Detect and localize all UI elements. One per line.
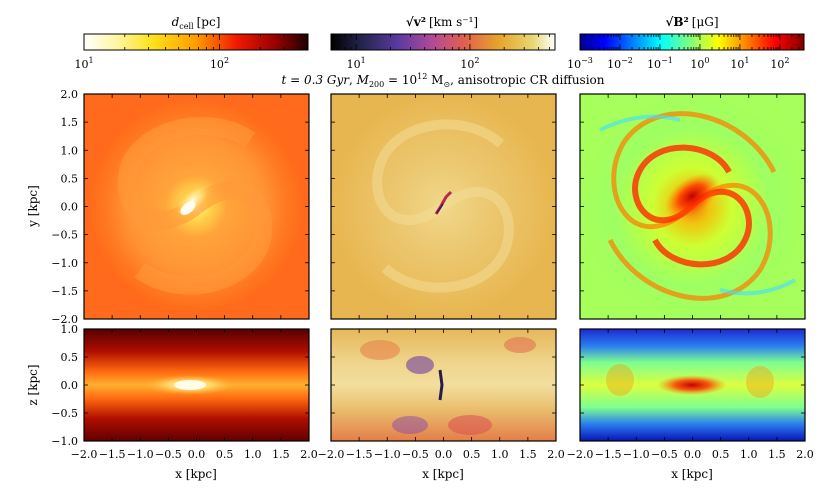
x-tick-label: 0.5: [216, 448, 234, 461]
xlabel-col3: x [kpc]: [671, 467, 713, 481]
x-tick-label: 1.0: [244, 448, 262, 461]
panel-dcell-edgeon: [84, 329, 309, 441]
figure-caption: t = 0.3 Gyr, M200 = 1012 M⊙, anisotropic…: [281, 72, 604, 89]
colorbar-tick-label: 10−1: [647, 56, 673, 71]
colorbar-tick-label: 100: [690, 56, 709, 71]
panel-vel-faceon: [331, 94, 556, 319]
x-tick-label: −2.0: [318, 448, 345, 461]
panel-bfield-faceon: [580, 94, 805, 319]
xlabel-col1: x [kpc]: [175, 467, 217, 481]
colorbar-bfield-bar: [579, 33, 805, 51]
x-tick-label: −1.5: [595, 448, 622, 461]
x-tick-label: −1.0: [374, 448, 401, 461]
x-tick-label: −2.0: [567, 448, 594, 461]
x-tick-label: −1.5: [99, 448, 126, 461]
xlabel-col2: x [kpc]: [422, 467, 464, 481]
y-tick-label: 0.0: [61, 379, 79, 392]
colorbar-bfield-label: √B² [μG]: [665, 15, 718, 29]
colorbar-bfield: √B² [μG] 10−3 10−2 10−1 100 101 102: [567, 15, 805, 71]
y-tick-label: −1.5: [51, 285, 78, 298]
colorbar-tick-label: 102: [460, 56, 479, 71]
colorbar-vel: √v² [km s⁻¹] 101 102: [330, 15, 556, 71]
colorbar-vel-bar: [330, 33, 556, 51]
x-tick-label: 1.0: [740, 448, 758, 461]
y-tick-label: −2.0: [51, 313, 78, 326]
panel-bfield-edgeon: [580, 329, 805, 441]
colorbar-tick-label: 102: [770, 56, 789, 71]
x-tick-label: 0.0: [684, 448, 702, 461]
x-tick-label: 0.0: [188, 448, 206, 461]
x-tick-label: 1.5: [519, 448, 537, 461]
y-tick-label: 1.0: [61, 323, 79, 336]
x-tick-label: 1.5: [272, 448, 290, 461]
y-tick-label: −1.0: [51, 435, 78, 448]
colorbar-dcell-label: dcell [pc]: [172, 15, 221, 31]
y-tick-label: 1.5: [61, 116, 79, 129]
colorbar-tick-label: 101: [74, 56, 93, 71]
x-tick-label: 2.0: [300, 448, 318, 461]
x-tick-label: 2.0: [547, 448, 565, 461]
colorbar-dcell-bar: [83, 33, 309, 51]
x-tick-label: 0.5: [712, 448, 730, 461]
x-tick-label: −0.5: [155, 448, 182, 461]
colorbar-tick-label: 101: [730, 56, 749, 71]
y-tick-label: 1.0: [61, 144, 79, 157]
colorbar-dcell: dcell [pc] 101 102: [74, 15, 309, 71]
y-tick-label: −0.5: [51, 229, 78, 242]
colorbar-tick-label: 10−2: [607, 56, 633, 71]
x-tick-label: −0.5: [651, 448, 678, 461]
colorbar-tick-label: 101: [347, 56, 366, 71]
panel-dcell-faceon: [84, 94, 309, 319]
axes-layer: 2.01.51.00.50.0−0.5−1.0−1.5−2.01.00.50.0…: [51, 88, 813, 461]
colorbar-tick-label: 10−3: [567, 56, 593, 71]
x-tick-label: 1.0: [491, 448, 509, 461]
colorbar-tick-label: 102: [210, 56, 229, 71]
x-tick-label: −1.0: [623, 448, 650, 461]
colorbar-vel-ticks: 101 102: [330, 34, 550, 71]
y-tick-label: −1.0: [51, 257, 78, 270]
x-tick-label: 0.5: [463, 448, 481, 461]
x-tick-label: 0.0: [435, 448, 453, 461]
x-tick-label: −1.5: [346, 448, 373, 461]
panel-vel-edgeon: [331, 329, 556, 441]
y-tick-label: 0.5: [61, 172, 79, 185]
colorbar-dcell-ticks: 101 102: [74, 34, 302, 71]
x-tick-label: −0.5: [402, 448, 429, 461]
colorbar-vel-label: √v² [km s⁻¹]: [406, 15, 478, 29]
ylabel-face: y [kpc]: [26, 185, 40, 228]
x-tick-label: 1.5: [768, 448, 786, 461]
y-tick-label: −0.5: [51, 407, 78, 420]
x-tick-label: 2.0: [796, 448, 814, 461]
y-tick-label: 0.0: [61, 201, 79, 214]
y-tick-label: 2.0: [61, 88, 79, 101]
colorbar-bfield-ticks: 10−3 10−2 10−1 100 101 102: [567, 34, 805, 71]
x-tick-label: −2.0: [71, 448, 98, 461]
x-tick-label: −1.0: [127, 448, 154, 461]
y-tick-label: 0.5: [61, 351, 79, 364]
ylabel-edge: z [kpc]: [26, 364, 40, 405]
